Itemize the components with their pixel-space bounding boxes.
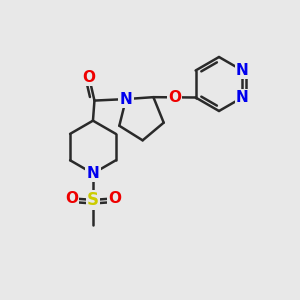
Text: N: N (120, 92, 132, 106)
Text: N: N (236, 90, 249, 105)
Text: O: O (65, 191, 78, 206)
Text: O: O (82, 70, 96, 85)
Text: S: S (87, 191, 99, 209)
Text: O: O (168, 90, 181, 105)
Text: O: O (108, 191, 121, 206)
Text: N: N (236, 63, 249, 78)
Text: N: N (87, 166, 99, 181)
